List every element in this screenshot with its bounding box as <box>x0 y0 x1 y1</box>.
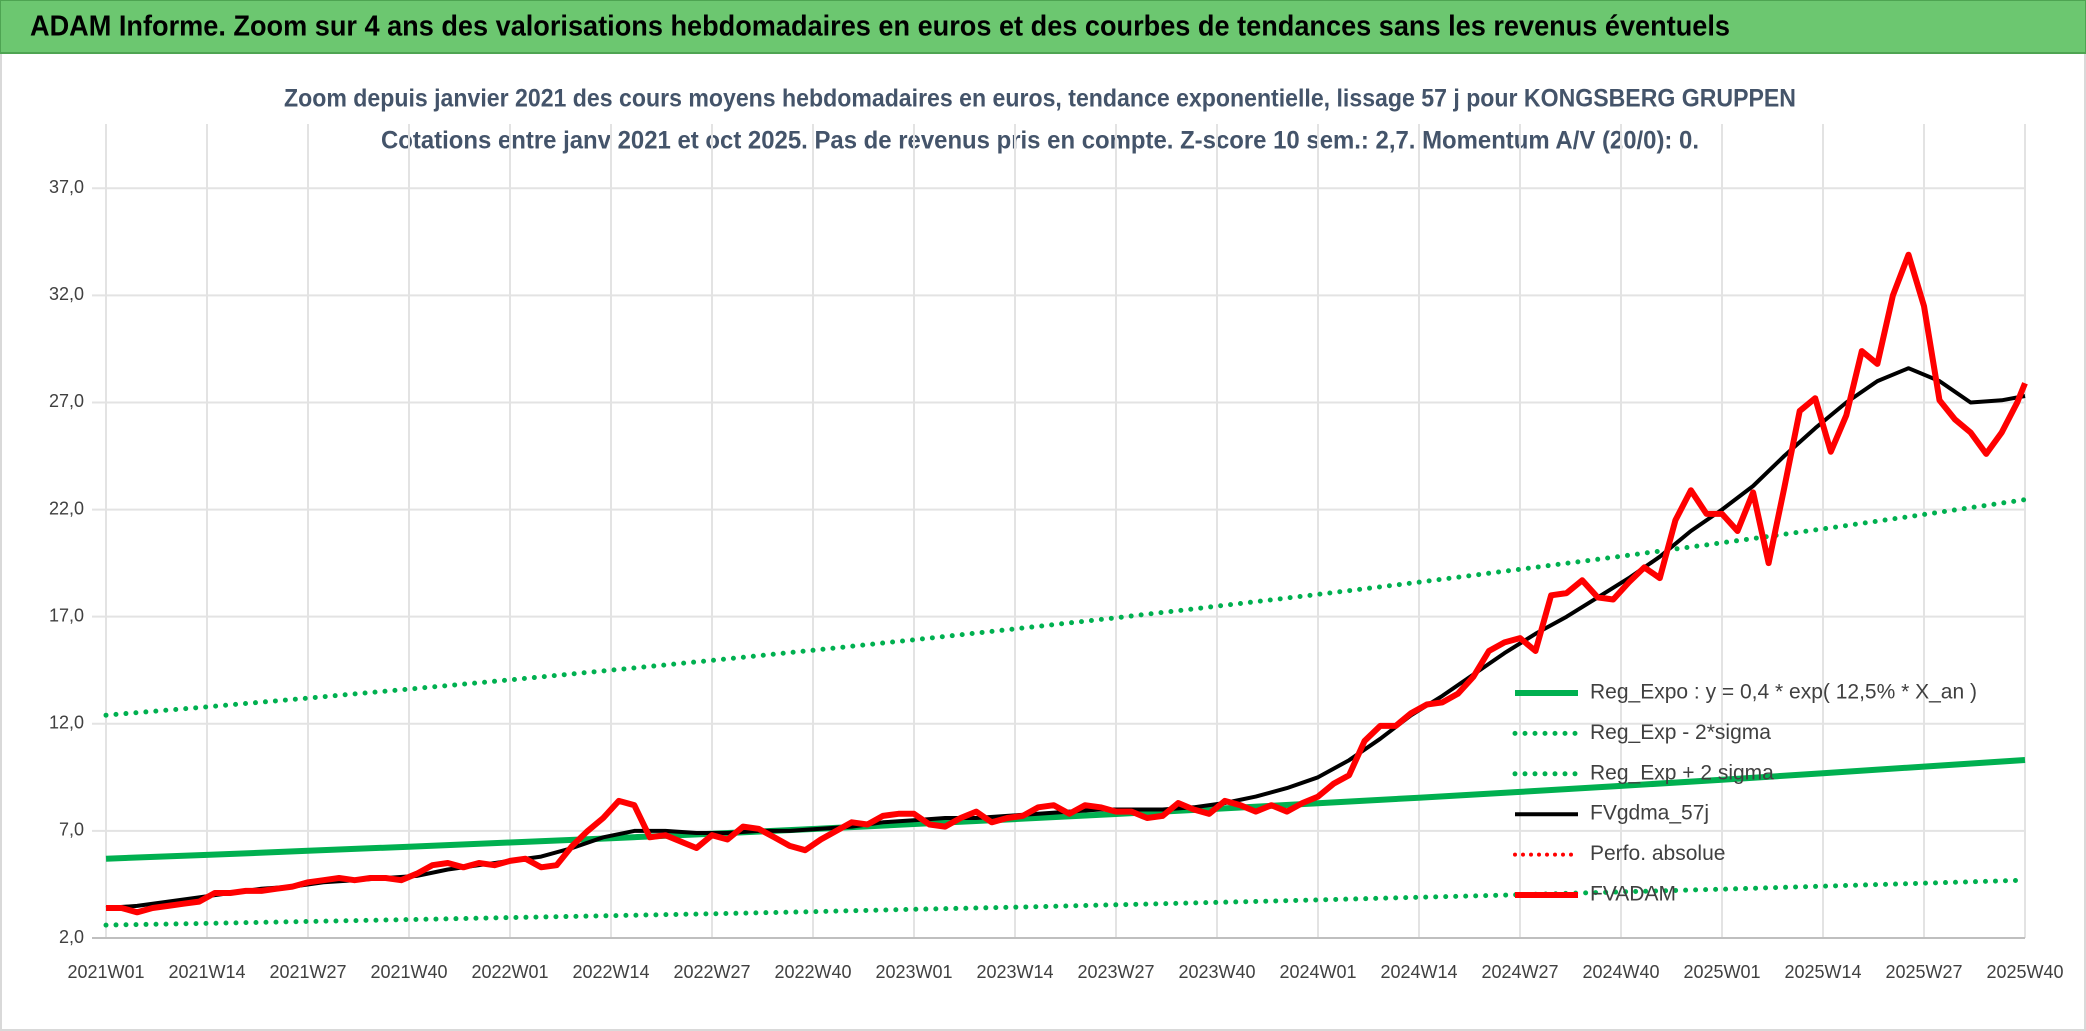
legend-label: FVADAM <box>1590 883 1676 906</box>
legend-label: Reg_Exp - 2*sigma <box>1590 721 1771 744</box>
legend-label: FVgdma_57j <box>1590 802 1709 825</box>
x-tick-label: 2023W01 <box>875 962 952 982</box>
x-tick-label: 2024W14 <box>1380 962 1457 982</box>
x-tick-label: 2022W27 <box>673 962 750 982</box>
x-tick-label: 2023W40 <box>1178 962 1255 982</box>
y-tick-label: 37,0 <box>49 177 84 197</box>
header-title: ADAM Informe. Zoom sur 4 ans des valoris… <box>30 11 1730 43</box>
legend-label: Perfo. absolue <box>1590 842 1725 865</box>
x-tick-label: 2023W14 <box>976 962 1053 982</box>
series-line <box>105 757 2026 862</box>
x-tick-label: 2025W01 <box>1683 962 1760 982</box>
series-line <box>103 497 2028 718</box>
y-tick-label: 27,0 <box>49 391 84 411</box>
y-tick-label: 2,0 <box>59 927 84 947</box>
x-tick-label: 2025W27 <box>1885 962 1962 982</box>
x-tick-label: 2021W14 <box>168 962 245 982</box>
series-line <box>103 877 2028 928</box>
series-line <box>106 251 2028 916</box>
x-tick-label: 2024W01 <box>1279 962 1356 982</box>
x-tick-label: 2022W40 <box>774 962 851 982</box>
chart-subtitle: Cotations entre janv 2021 et oct 2025. P… <box>381 127 1699 155</box>
x-tick-label: 2021W40 <box>370 962 447 982</box>
x-tick-label: 2025W40 <box>1986 962 2063 982</box>
legend-label: Reg_Exp + 2 sigma <box>1590 761 1774 784</box>
x-tick-label: 2021W27 <box>269 962 346 982</box>
x-tick-label: 2023W27 <box>1077 962 1154 982</box>
x-tick-label: 2022W01 <box>471 962 548 982</box>
x-tick-label: 2024W27 <box>1481 962 1558 982</box>
header-bar <box>0 0 2086 54</box>
y-tick-label: 22,0 <box>49 498 84 518</box>
chart-title: Zoom depuis janvier 2021 des cours moyen… <box>284 85 1796 113</box>
x-tick-label: 2021W01 <box>67 962 144 982</box>
y-tick-label: 32,0 <box>49 284 84 304</box>
x-tick-label: 2022W14 <box>572 962 649 982</box>
legend-label: Reg_Expo : y = 0,4 * exp( 12,5% * X_an ) <box>1590 681 1977 704</box>
y-tick-label: 7,0 <box>59 820 84 840</box>
y-tick-label: 17,0 <box>49 605 84 625</box>
x-tick-label: 2025W14 <box>1784 962 1861 982</box>
y-tick-label: 12,0 <box>49 713 84 733</box>
x-tick-label: 2024W40 <box>1582 962 1659 982</box>
